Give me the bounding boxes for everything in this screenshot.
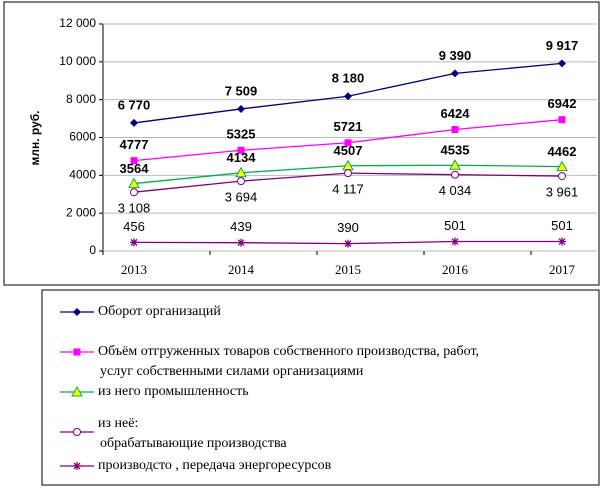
- marker: [344, 169, 352, 178]
- marker: [235, 166, 247, 178]
- marker: [344, 239, 352, 248]
- data-label: 6424: [441, 106, 471, 121]
- y-tick-label: 4000: [69, 168, 96, 182]
- data-label: 501: [444, 218, 466, 233]
- marker: [449, 159, 461, 170]
- marker: [344, 92, 352, 101]
- marker: [237, 146, 245, 154]
- data-label: 8 180: [332, 71, 365, 86]
- marker: [558, 59, 566, 68]
- marker: [558, 237, 566, 246]
- data-label: 6942: [548, 96, 577, 111]
- legend-line-text: из него промышленность: [98, 384, 249, 399]
- data-label: 4 034: [439, 183, 472, 198]
- y-tick-label: 12 000: [59, 16, 96, 30]
- data-label: 6 770: [118, 97, 151, 112]
- marker: [130, 188, 138, 197]
- legend-line-text: производсто , передача энергоресурсов: [98, 458, 332, 473]
- data-label: 3 961: [546, 185, 579, 200]
- x-tick-label: 2017: [549, 262, 576, 277]
- marker: [73, 308, 81, 316]
- data-label: 7 509: [225, 83, 258, 98]
- x-tick-label: 2016: [442, 262, 469, 277]
- y-axis-label: млн. руб.: [28, 110, 42, 165]
- x-tick-label: 2014: [228, 262, 255, 277]
- data-label: 456: [123, 219, 145, 234]
- legend-label: Объём отгруженных товаров собственного п…: [98, 344, 479, 379]
- marker: [451, 69, 459, 78]
- marker: [130, 157, 138, 165]
- data-label: 4507: [334, 143, 363, 158]
- legend-label: из него промышленность: [98, 384, 249, 399]
- data-label: 4462: [548, 144, 577, 159]
- marker: [558, 116, 566, 124]
- data-label: 5325: [227, 127, 256, 142]
- marker: [451, 125, 459, 133]
- marker: [344, 139, 352, 147]
- legend-label: из неё: обрабатывающие производства: [98, 416, 287, 451]
- legend-line-text: обрабатывающие производства: [100, 436, 287, 451]
- legend-line-text: из неё:: [98, 416, 138, 431]
- legend-line-text: Оборот организаций: [98, 304, 221, 319]
- y-tick-label: 2 000: [66, 205, 96, 219]
- legend-label: Оборот организаций: [98, 304, 221, 319]
- marker: [130, 118, 138, 127]
- data-label: 4 117: [332, 182, 364, 197]
- x-tick-label: 2013: [121, 262, 147, 277]
- y-tick-label: 8 000: [66, 92, 96, 106]
- data-label: 9 390: [439, 48, 472, 63]
- legend-label: производсто , передача энергоресурсов: [98, 458, 332, 473]
- data-label: 3 108: [118, 201, 151, 216]
- marker: [558, 172, 566, 181]
- legend-line-text: Объём отгруженных товаров собственного п…: [98, 344, 479, 359]
- marker: [556, 160, 568, 172]
- marker: [130, 238, 138, 247]
- data-label: 3 694: [225, 190, 258, 205]
- marker: [73, 428, 81, 436]
- data-label: 501: [551, 218, 573, 233]
- data-label: 4777: [120, 137, 149, 152]
- x-tick-label: 2015: [335, 262, 361, 277]
- marker: [73, 348, 81, 356]
- chart-border: [3, 1, 600, 286]
- marker: [73, 462, 81, 470]
- legend-border: [41, 289, 600, 486]
- data-label: 390: [337, 220, 359, 235]
- legend-line-text: услуг собственными силами организациями: [100, 364, 364, 379]
- data-label: 3564: [120, 161, 150, 176]
- marker: [237, 177, 245, 186]
- marker: [237, 238, 245, 247]
- marker: [128, 177, 140, 189]
- marker: [451, 170, 459, 179]
- marker: [451, 237, 459, 246]
- data-label: 439: [230, 219, 252, 234]
- y-tick-label: 0: [89, 243, 96, 257]
- marker: [237, 104, 245, 113]
- y-tick-label: 6000: [69, 130, 96, 144]
- y-tick-label: 10 000: [59, 54, 96, 68]
- marker: [71, 385, 83, 397]
- data-label: 9 917: [546, 38, 579, 53]
- data-label: 4535: [441, 143, 470, 158]
- data-label: 4134: [227, 150, 257, 165]
- data-label: 5721: [334, 119, 363, 134]
